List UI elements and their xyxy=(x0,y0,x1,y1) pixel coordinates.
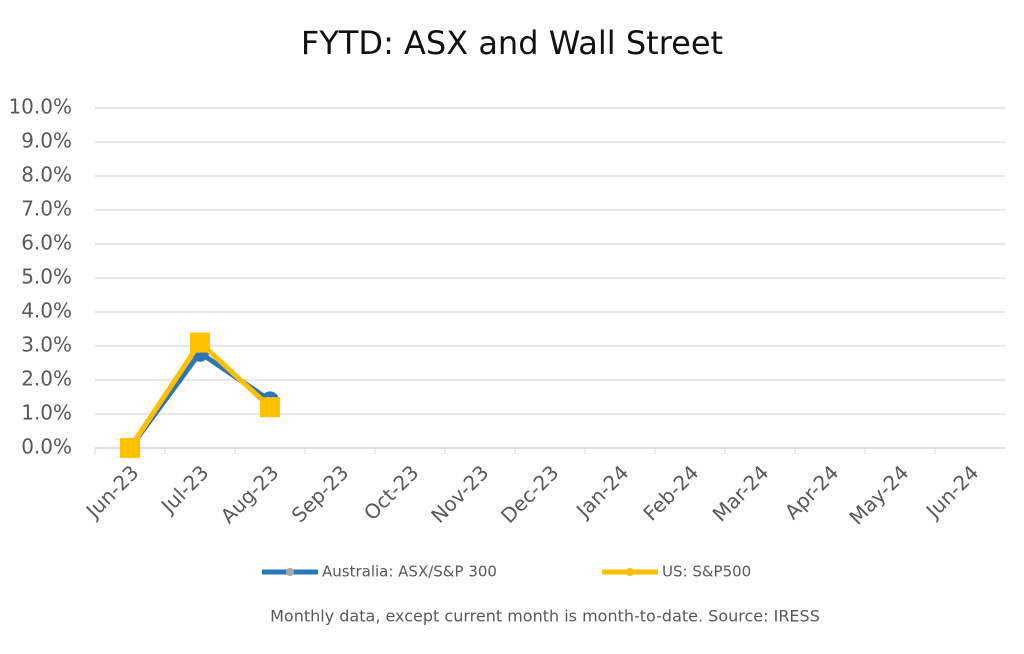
y-tick-label: 0.0% xyxy=(21,435,72,459)
x-tick-label: Jun-24 xyxy=(920,460,984,524)
data-point xyxy=(260,397,280,418)
y-tick-label: 10.0% xyxy=(8,95,72,119)
data-point xyxy=(120,438,140,458)
y-tick-label: 6.0% xyxy=(21,231,72,255)
legend-marker xyxy=(626,568,634,576)
y-tick-label: 8.0% xyxy=(21,163,72,187)
y-tick-label: 3.0% xyxy=(21,333,72,357)
x-tick-label: Jun-23 xyxy=(80,460,144,524)
y-tick-label: 7.0% xyxy=(21,197,72,221)
x-tick-label: May-24 xyxy=(844,460,913,529)
x-tick-label: Aug-23 xyxy=(216,460,284,528)
y-tick-label: 4.0% xyxy=(21,299,72,323)
x-tick-label: Jan-24 xyxy=(570,460,633,523)
x-tick-label: Apr-24 xyxy=(780,460,844,524)
data-point xyxy=(190,332,210,353)
y-tick-label: 1.0% xyxy=(21,401,72,425)
y-tick-label: 9.0% xyxy=(21,129,72,153)
x-tick-label: Feb-24 xyxy=(638,460,703,525)
x-tick-label: Mar-24 xyxy=(708,460,774,526)
chart-title: FYTD: ASX and Wall Street xyxy=(301,24,723,62)
x-tick-label: Jul-23 xyxy=(155,460,214,519)
legend-marker xyxy=(286,568,294,576)
footnote: Monthly data, except current month is mo… xyxy=(270,607,820,626)
legend-label: Australia: ASX/S&P 300 xyxy=(322,563,497,581)
y-tick-label: 2.0% xyxy=(21,367,72,391)
x-tick-label: Dec-23 xyxy=(496,460,563,527)
legend-label: US: S&P500 xyxy=(662,563,751,581)
series-line xyxy=(127,350,272,450)
x-tick-label: Nov-23 xyxy=(426,460,493,527)
y-tick-label: 5.0% xyxy=(21,265,72,289)
x-tick-label: Sep-23 xyxy=(287,460,354,527)
x-tick-label: Oct-23 xyxy=(359,460,424,525)
